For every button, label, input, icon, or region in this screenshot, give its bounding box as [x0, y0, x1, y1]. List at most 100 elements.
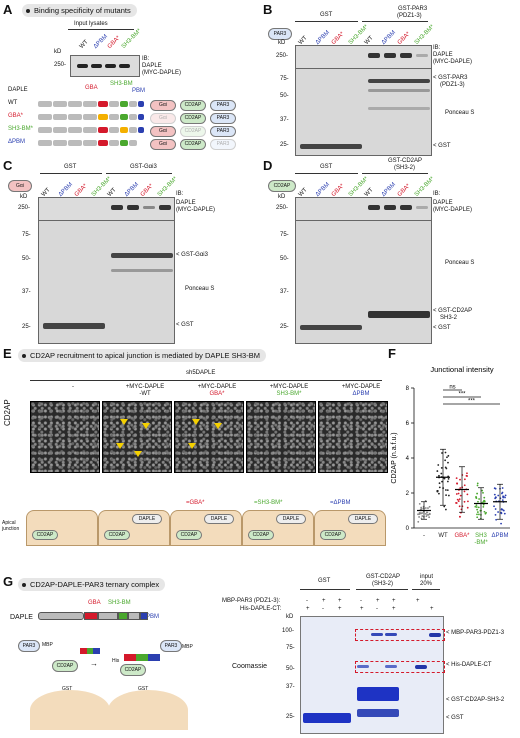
gst-arrow-label: < GST	[176, 322, 194, 328]
data-point	[474, 505, 477, 508]
marker-label: 75-	[280, 232, 289, 238]
lane-label: ΔPBM	[314, 29, 331, 46]
ib-label: IB:	[176, 191, 184, 197]
marker-label: 75-	[22, 232, 31, 238]
domain-segment	[83, 140, 97, 146]
band-arrow-label: < GST-CD2AP-SH3-2	[446, 697, 505, 703]
data-point	[459, 487, 462, 489]
data-point	[438, 474, 440, 477]
lane-label: ΔPBM	[380, 181, 397, 198]
data-point	[444, 508, 447, 511]
gst-label: GST	[138, 686, 149, 692]
domain-segment	[38, 101, 52, 107]
data-point	[501, 487, 504, 489]
divider	[295, 173, 358, 174]
gst-label: GST	[62, 686, 73, 692]
gst-arrow-label: < GST	[433, 325, 451, 331]
data-point	[497, 511, 499, 513]
column-sublabel: GBA*	[209, 391, 225, 397]
data-point	[441, 480, 443, 483]
data-point	[503, 512, 506, 515]
gst-par3-header2: (PDZ1-3)	[397, 13, 422, 19]
mbp-label: MBP	[182, 644, 193, 650]
domain-segment	[53, 127, 67, 133]
data-point	[447, 461, 449, 464]
ponceau-label: Ponceau S	[445, 110, 475, 116]
data-point	[447, 477, 450, 480]
sign-row2: +	[338, 606, 342, 612]
kd-label: kD	[278, 40, 286, 46]
daple-domain-bar	[38, 114, 146, 120]
daple-domain-sh3	[118, 612, 128, 620]
domain-row-label: WT	[8, 100, 18, 106]
daple-domain-gba	[84, 612, 98, 620]
data-point	[476, 484, 479, 487]
data-point	[458, 498, 461, 501]
input-lysates-label: Input lysates	[74, 21, 108, 27]
gst-cd2ap-header: GST-CD2AP	[388, 158, 423, 164]
marker-label: 100-	[282, 628, 295, 634]
myc-daple-label: (MYC-DAPLE)	[142, 70, 182, 76]
par3-bait-pill: PAR3	[268, 28, 292, 40]
data-point	[495, 518, 498, 521]
data-point	[427, 507, 429, 509]
domain-segment	[138, 127, 144, 133]
sh3bm-label: SH3-BM	[108, 600, 131, 606]
kd-label: kD	[20, 194, 28, 200]
band-arrow-label: < GST-PAR3	[433, 75, 468, 81]
marker-label: 75-	[280, 76, 289, 82]
sh3-mutant-legend: =SH3-BM*	[254, 500, 283, 506]
domain-segment	[53, 114, 67, 120]
band-arrow-label: (PDZ1-3)	[440, 82, 465, 88]
marker-label: 37-	[280, 117, 289, 123]
marker-label: 250-	[276, 53, 289, 59]
significance-label: ***	[458, 392, 466, 398]
lane-label: GBA*	[73, 183, 89, 198]
cd2ap-cartoon-pill: CD2AP	[176, 530, 202, 540]
yellow-arrow-icon	[214, 423, 222, 429]
divider	[356, 589, 408, 590]
marker-label: 25-	[286, 714, 295, 720]
sh3bm-domain-label: SH3-BM	[110, 81, 133, 87]
daple-cartoon-pill: DAPLE	[348, 514, 378, 524]
domain-segment	[38, 140, 52, 146]
data-point	[475, 504, 478, 507]
lane-label: ΔPBM	[57, 181, 74, 198]
band-arrow-label: < GST-Gαi3	[176, 252, 208, 258]
gst-arrow-label: < GST	[433, 143, 451, 149]
daple-domain-pbm	[140, 612, 148, 620]
data-point	[424, 512, 427, 515]
panel-label-b: B	[263, 2, 273, 17]
cell-cartoon	[26, 510, 98, 546]
data-point	[466, 493, 469, 496]
daple-domain-bar	[38, 101, 146, 107]
gst-gai3-header: GST-Gαi3	[130, 164, 157, 170]
data-point	[494, 496, 497, 499]
lane-label: GBA*	[330, 31, 346, 46]
data-point	[457, 492, 460, 495]
data-point	[417, 520, 420, 523]
domain-segment	[109, 127, 119, 133]
data-point	[463, 478, 466, 481]
data-point	[424, 507, 427, 509]
x-tick-label: SH3	[475, 533, 487, 539]
lane-label: GBA*	[396, 31, 412, 46]
micrograph	[246, 401, 316, 473]
domain-segment	[129, 127, 137, 133]
gst-cd2ap-header2: (SH3-2)	[394, 165, 416, 171]
sign-row1: +	[338, 598, 342, 604]
data-point	[447, 494, 450, 497]
lane-label: SH3-BM*	[413, 24, 436, 46]
data-point	[456, 482, 459, 485]
data-point	[428, 505, 431, 508]
cd2ap-axis-label: CD2AP	[3, 399, 12, 426]
divider	[412, 589, 440, 590]
kd-label: kD	[278, 194, 286, 200]
gba-domain-label: GBA	[85, 85, 98, 91]
binding-partner-pill: PAR3	[210, 139, 236, 150]
domain-segment	[109, 114, 119, 120]
chart-title: Junctional intensity	[430, 365, 494, 374]
cd2ap-cartoon-pill: CD2AP	[104, 530, 130, 540]
mbp-par3-row-label: MBP-PAR3 (PDZ1-3):	[222, 598, 281, 604]
marker-label: 50-	[280, 256, 289, 262]
